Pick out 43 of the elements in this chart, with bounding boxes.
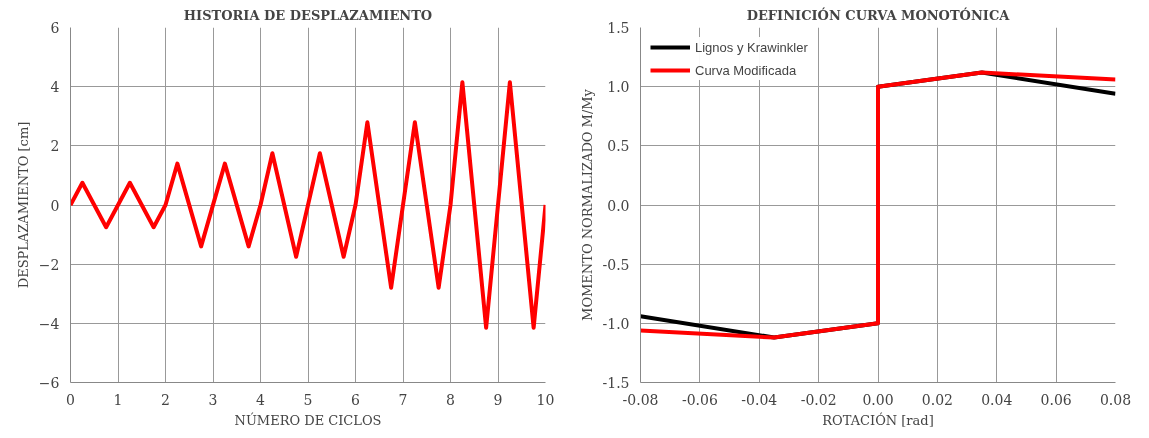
x-axis-title: ROTACIÓN [rad] [822, 411, 934, 428]
x-tick-label: 3 [208, 391, 218, 408]
x-tick-label: -0.06 [681, 391, 718, 408]
y-tick-label: -1.0 [602, 315, 630, 332]
y-tick-label: -0.5 [602, 256, 630, 273]
x-tick-label: 0.08 [1099, 391, 1132, 408]
x-tick-label: 4 [256, 391, 266, 408]
x-tick-label: 5 [303, 391, 313, 408]
x-tick-label: 9 [493, 391, 503, 408]
x-tick-label: -0.02 [800, 391, 837, 408]
y-axis-title: DESPLAZAMIENTO [cm] [15, 121, 31, 289]
x-tick-label: 0.04 [981, 391, 1013, 408]
x-tick-label: 1 [113, 391, 123, 408]
x-tick-label: 6 [351, 391, 361, 408]
line-series [70, 80, 546, 330]
x-tick-label: 0.06 [1040, 391, 1072, 408]
y-tick-label: 6 [50, 20, 60, 36]
legend-label: Lignos y Krawinkler [695, 39, 808, 55]
y-tick-label: −4 [38, 315, 60, 332]
y-tick-label: 2 [50, 138, 60, 155]
y-tick-label: 4 [50, 79, 60, 96]
x-tick-label: 8 [446, 391, 455, 408]
x-axis-title: NÚMERO DE CICLOS [234, 411, 382, 428]
chart-title: HISTORIA DE DESPLAZAMIENTO [183, 7, 433, 23]
y-tick-label: 0.0 [607, 197, 630, 214]
y-tick-label: -1.5 [602, 375, 630, 391]
x-tick-label: -0.08 [622, 391, 659, 408]
chart-title: DEFINICIÓN CURVA MONOTÓNICA [746, 6, 1011, 23]
x-tick-label: 0.00 [862, 391, 894, 408]
x-tick-label: 10 [536, 391, 555, 408]
y-tick-label: −6 [38, 375, 60, 391]
x-tick-label: 7 [398, 391, 408, 408]
x-tick-label: 0 [66, 391, 75, 408]
y-tick-label: 1.5 [607, 20, 630, 36]
x-tick-label: -0.04 [741, 391, 778, 408]
legend-label: Curva Modificada [695, 62, 797, 78]
x-tick-label: 0.02 [921, 391, 953, 408]
y-axis-title: MOMENTO NORMALIZADO M/My [579, 88, 595, 321]
y-tick-label: 0 [50, 197, 60, 214]
y-tick-label: −2 [38, 256, 60, 273]
y-tick-label: 1.0 [607, 79, 630, 96]
y-tick-label: 0.5 [607, 138, 630, 155]
x-tick-label: 2 [161, 391, 170, 408]
